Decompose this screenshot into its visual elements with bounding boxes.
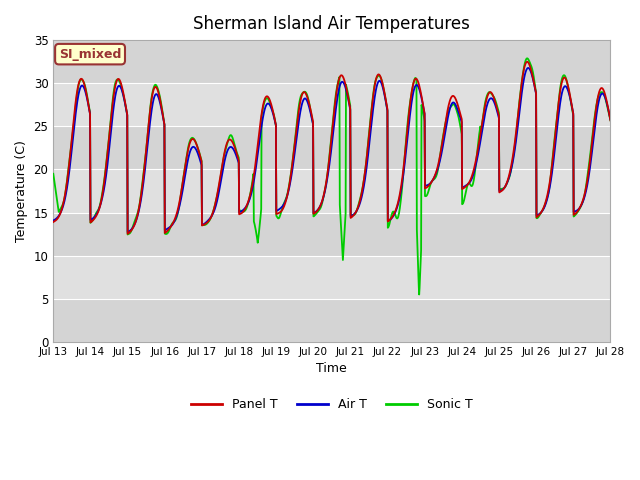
Panel T: [607, 118, 614, 123]
Sonic T: [49, 171, 57, 177]
Legend: Panel T, Air T, Sonic T: Panel T, Air T, Sonic T: [186, 394, 477, 417]
Line: Sonic T: Sonic T: [53, 59, 611, 295]
Y-axis label: Temperature (C): Temperature (C): [15, 140, 28, 242]
Panel T: [541, 201, 549, 207]
Air T: [541, 203, 549, 209]
Sonic T: [160, 116, 168, 122]
Air T: [173, 210, 181, 216]
Bar: [53, 169, 611, 213]
Sonic T: [415, 292, 423, 298]
Air T: [525, 65, 532, 71]
Panel T: [419, 99, 426, 105]
Air T: [160, 120, 168, 125]
Sonic T: [541, 202, 549, 208]
Panel T: [160, 120, 168, 125]
X-axis label: Time: Time: [317, 362, 348, 375]
Air T: [419, 101, 426, 107]
Bar: [53, 83, 611, 126]
Bar: [53, 40, 611, 83]
Sonic T: [607, 118, 614, 123]
Bar: [53, 126, 611, 169]
Bar: [53, 256, 611, 299]
Sonic T: [419, 107, 426, 112]
Bar: [53, 213, 611, 256]
Air T: [492, 103, 499, 108]
Panel T: [49, 219, 57, 225]
Sonic T: [236, 208, 243, 214]
Panel T: [173, 207, 181, 213]
Panel T: [524, 59, 531, 65]
Panel T: [236, 211, 244, 217]
Sonic T: [173, 213, 181, 218]
Air T: [236, 209, 244, 215]
Air T: [607, 117, 614, 122]
Line: Air T: Air T: [53, 68, 611, 232]
Line: Panel T: Panel T: [53, 62, 611, 234]
Panel T: [124, 231, 131, 237]
Panel T: [492, 100, 499, 106]
Bar: [53, 299, 611, 342]
Text: SI_mixed: SI_mixed: [59, 48, 121, 60]
Air T: [49, 217, 57, 223]
Sonic T: [492, 98, 499, 104]
Air T: [124, 229, 131, 235]
Title: Sherman Island Air Temperatures: Sherman Island Air Temperatures: [193, 15, 470, 33]
Sonic T: [524, 56, 531, 61]
